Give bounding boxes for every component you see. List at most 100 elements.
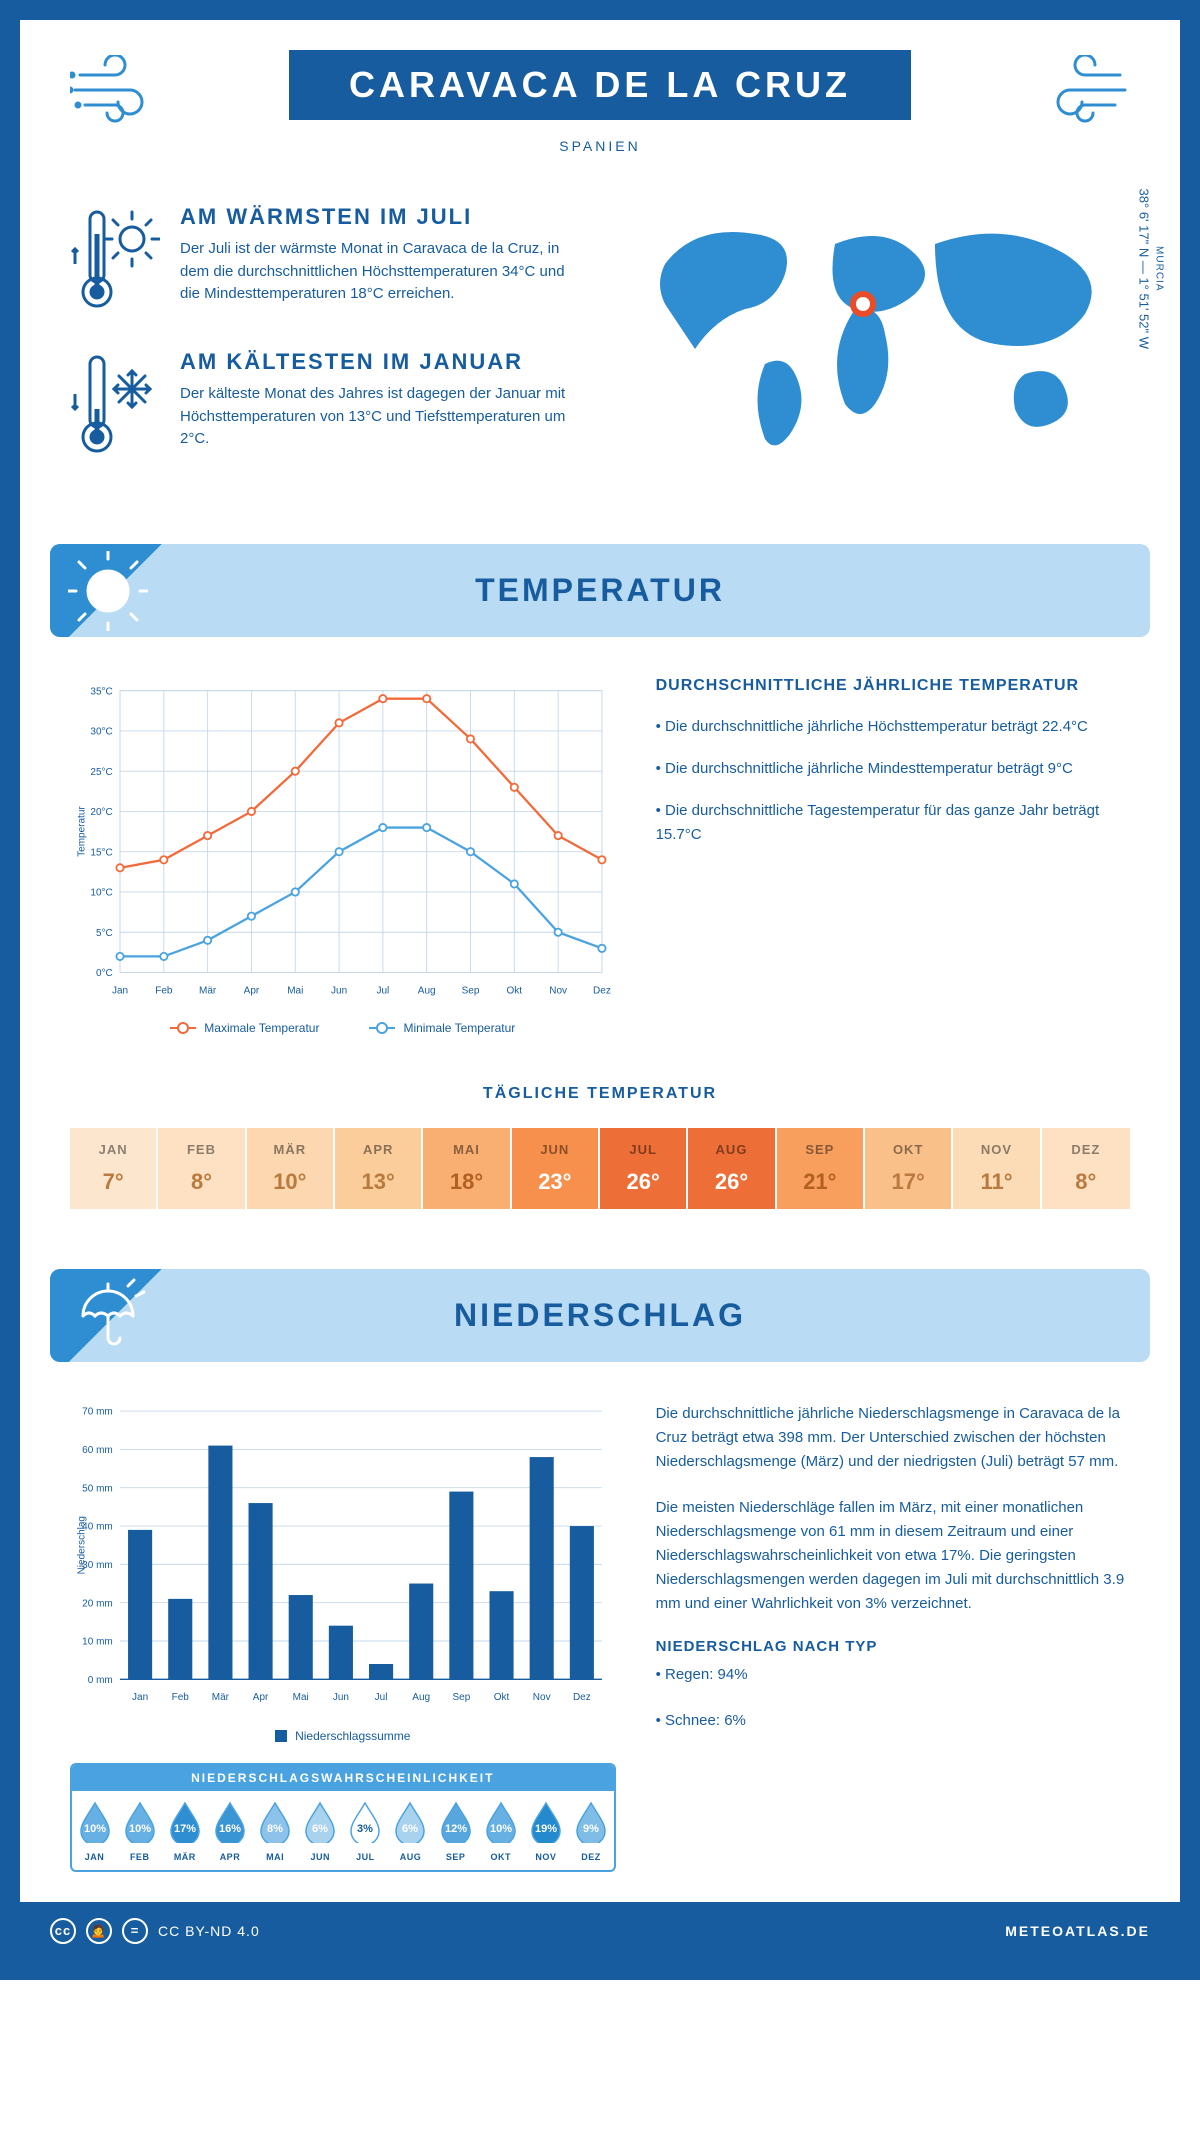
temperature-bullet: • Die durchschnittliche jährliche Mindes… [656,757,1130,781]
svg-text:Mär: Mär [199,985,217,996]
probability-cell: 19% NOV [523,1791,568,1870]
svg-text:Mai: Mai [293,1693,309,1704]
probability-cell: 6% JUN [298,1791,343,1870]
legend-max-label: Maximale Temperatur [204,1021,319,1035]
daily-temp-cell: JUN23° [512,1128,600,1209]
wind-icon [70,55,170,130]
daily-temp-cell: SEP21° [777,1128,865,1209]
warmest-title: AM WÄRMSTEN IM JULI [180,204,580,230]
svg-text:Nov: Nov [549,985,567,996]
probability-cell: 10% JAN [72,1791,117,1870]
cc-icon: cc [50,1918,76,1944]
raindrop-icon: 16% [213,1801,247,1843]
svg-text:Feb: Feb [172,1693,190,1704]
by-icon: 🙍 [86,1918,112,1944]
intro-section: AM WÄRMSTEN IM JULI Der Juli ist der wär… [20,174,1180,534]
location-marker-icon [853,294,873,314]
warmest-text: Der Juli ist der wärmste Monat in Carava… [180,238,580,306]
raindrop-icon: 19% [529,1801,563,1843]
license-block: cc 🙍 = CC BY-ND 4.0 [50,1918,260,1944]
svg-text:20 mm: 20 mm [82,1599,113,1610]
svg-text:20°C: 20°C [90,807,112,818]
raindrop-icon: 6% [393,1801,427,1843]
raindrop-icon: 3% [348,1801,382,1843]
daily-temp-cell: OKT17° [865,1128,953,1209]
raindrop-icon: 6% [303,1801,337,1843]
precipitation-type-snow: • Schnee: 6% [656,1709,1130,1733]
svg-text:Temperatur: Temperatur [77,806,88,857]
probability-cell: 8% MAI [253,1791,298,1870]
svg-text:19%: 19% [535,1823,557,1835]
svg-text:Aug: Aug [418,985,436,996]
region-label: MURCIA [1153,189,1164,349]
umbrella-icon [50,1269,190,1362]
svg-text:Jan: Jan [112,985,128,996]
svg-text:9%: 9% [583,1823,599,1835]
svg-text:30°C: 30°C [90,727,112,738]
daily-temp-cell: FEB8° [158,1128,246,1209]
precipitation-probability-box: NIEDERSCHLAGSWAHRSCHEINLICHKEIT 10% JAN … [70,1763,616,1872]
svg-text:Jul: Jul [375,1693,388,1704]
svg-text:Sep: Sep [452,1693,470,1704]
svg-text:Jun: Jun [333,1693,349,1704]
svg-text:Feb: Feb [155,985,173,996]
svg-text:Jan: Jan [132,1693,148,1704]
footer: cc 🙍 = CC BY-ND 4.0 METEOATLAS.DE [20,1902,1180,1960]
svg-text:3%: 3% [357,1823,373,1835]
precipitation-legend: Niederschlagssumme [70,1729,616,1743]
temperature-heading: TEMPERATUR [50,572,1150,609]
svg-text:35°C: 35°C [90,686,112,697]
legend-min-label: Minimale Temperatur [403,1021,515,1035]
country-subtitle: SPANIEN [60,138,1140,154]
svg-text:Jun: Jun [331,985,347,996]
warmest-factoid: AM WÄRMSTEN IM JULI Der Juli ist der wär… [70,204,580,319]
probability-cell: 6% AUG [388,1791,433,1870]
temperature-bullet: • Die durchschnittliche jährliche Höchst… [656,715,1130,739]
svg-text:Aug: Aug [412,1693,430,1704]
daily-temp-cell: NOV11° [953,1128,1041,1209]
probability-cell: 12% SEP [433,1791,478,1870]
temperature-chart: 0°C5°C10°C15°C20°C25°C30°C35°CJanFebMärA… [70,677,616,1035]
infographic-frame: CARAVACA DE LA CRUZ SPANIEN [0,0,1200,1980]
raindrop-icon: 12% [439,1801,473,1843]
thermometer-sun-icon [70,204,160,319]
temperature-section-header: TEMPERATUR [50,544,1150,637]
svg-text:60 mm: 60 mm [82,1445,113,1456]
svg-text:50 mm: 50 mm [82,1484,113,1495]
svg-text:Mai: Mai [287,985,303,996]
coldest-title: AM KÄLTESTEN IM JANUAR [180,349,580,375]
raindrop-icon: 10% [123,1801,157,1843]
daily-temp-cell: MÄR10° [247,1128,335,1209]
svg-text:10%: 10% [84,1823,106,1835]
svg-text:15°C: 15°C [90,847,112,858]
raindrop-icon: 10% [484,1801,518,1843]
svg-text:Nov: Nov [533,1693,551,1704]
coldest-factoid: AM KÄLTESTEN IM JANUAR Der kälteste Mona… [70,349,580,464]
precipitation-type-rain: • Regen: 94% [656,1663,1130,1687]
svg-text:Mär: Mär [212,1693,230,1704]
temperature-info: DURCHSCHNITTLICHE JÄHRLICHE TEMPERATUR •… [656,677,1130,1035]
precipitation-chart: 0 mm10 mm20 mm30 mm40 mm50 mm60 mm70 mmN… [70,1402,616,1742]
svg-text:Jul: Jul [376,985,389,996]
probability-cell: 9% DEZ [568,1791,613,1870]
probability-title: NIEDERSCHLAGSWAHRSCHEINLICHKEIT [72,1765,614,1791]
precipitation-para: Die durchschnittliche jährliche Niedersc… [656,1402,1130,1474]
daily-temp-cell: APR13° [335,1128,423,1209]
title-banner: CARAVACA DE LA CRUZ [289,50,911,120]
daily-temp-cell: JUL26° [600,1128,688,1209]
svg-text:6%: 6% [312,1823,328,1835]
svg-text:17%: 17% [174,1823,196,1835]
svg-text:0 mm: 0 mm [88,1675,113,1686]
svg-text:5°C: 5°C [96,928,113,939]
sun-icon [50,544,190,637]
daily-temp-cell: DEZ8° [1042,1128,1130,1209]
precipitation-type-title: NIEDERSCHLAG NACH TYP [656,1638,1130,1655]
probability-cell: 10% FEB [117,1791,162,1870]
world-map-icon [620,204,1130,464]
legend-label: Niederschlagssumme [295,1729,410,1743]
temperature-bullet: • Die durchschnittliche Tagestemperatur … [656,799,1130,847]
site-name: METEOATLAS.DE [1005,1923,1150,1939]
svg-text:25°C: 25°C [90,767,112,778]
coldest-text: Der kälteste Monat des Jahres ist dagege… [180,383,580,451]
nd-icon: = [122,1918,148,1944]
